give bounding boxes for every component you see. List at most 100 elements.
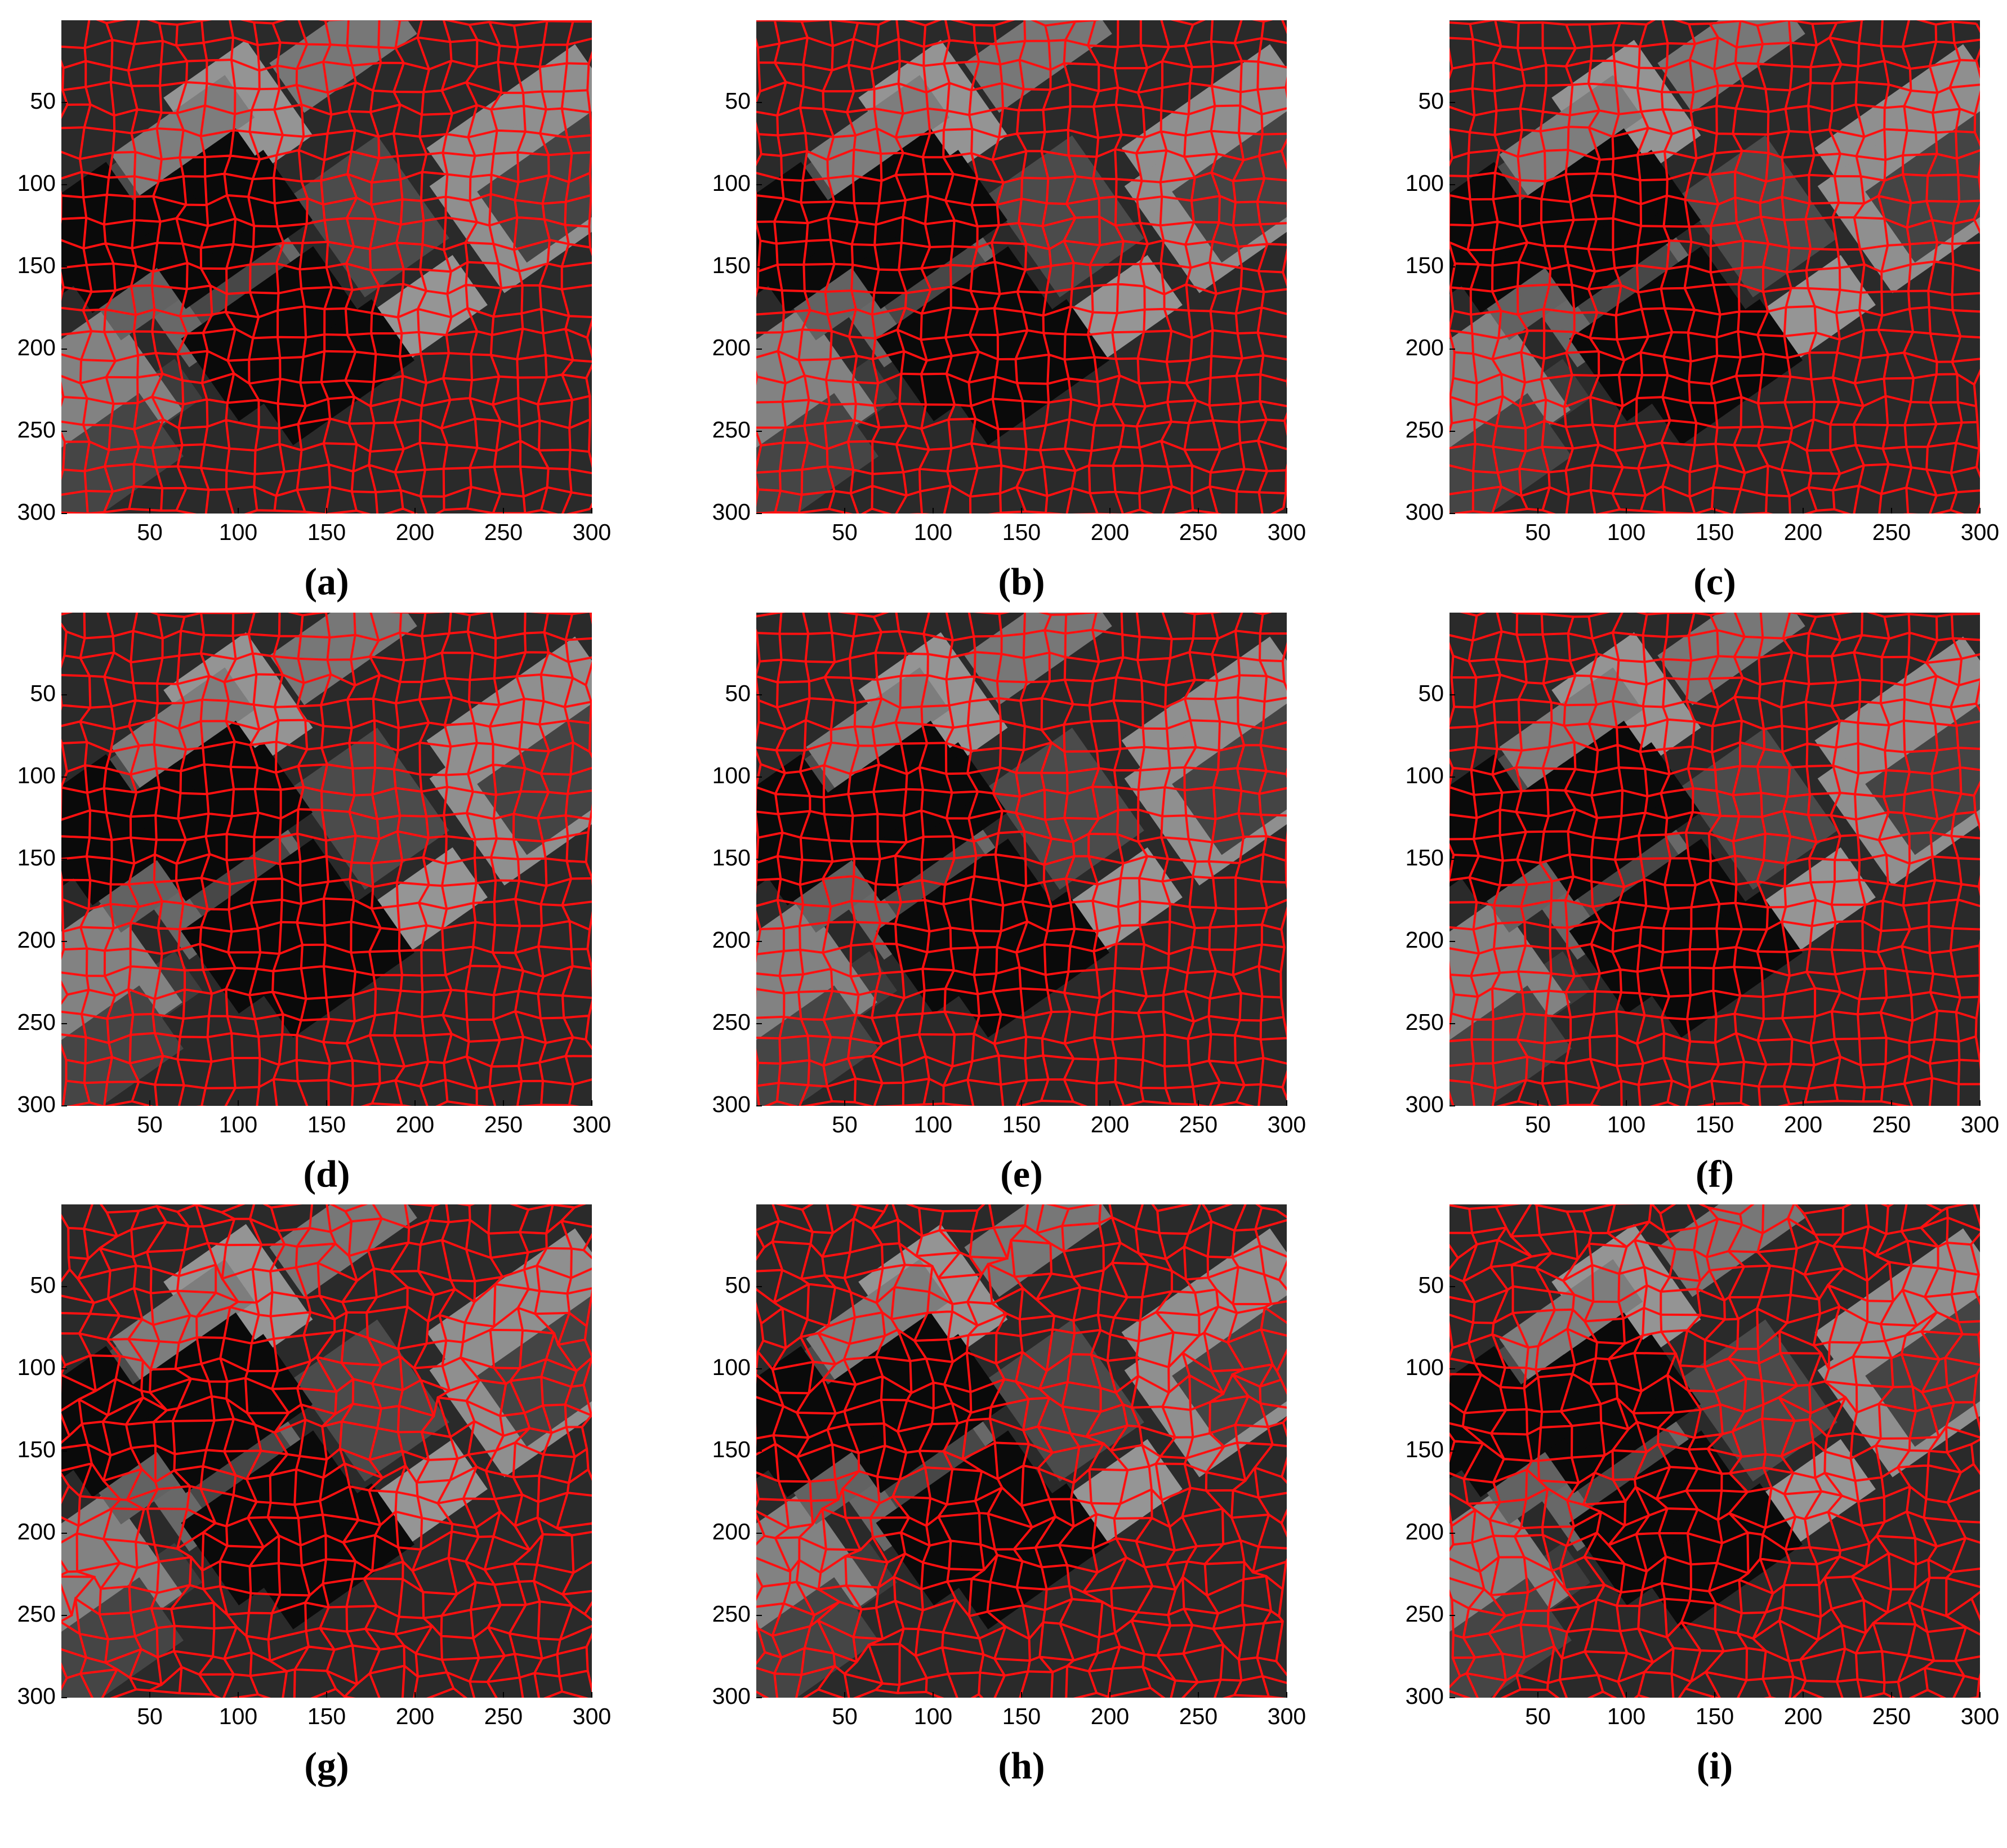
x-tick-label: 150	[1002, 519, 1041, 545]
panel-label: (i)	[1697, 1744, 1733, 1787]
y-tick-label: 50	[1418, 680, 1444, 706]
x-tick-label: 100	[914, 1112, 952, 1137]
x-tick-label: 200	[1784, 1703, 1822, 1729]
x-tick-label: 200	[396, 519, 434, 545]
y-tick-label: 200	[1406, 334, 1444, 360]
y-tick-label: 200	[17, 927, 56, 953]
y-tick-label: 100	[1406, 1354, 1444, 1380]
panel-label: (a)	[304, 560, 349, 603]
panel: 50 100 150 200 250 300 50 100 150 200 250 300 (a)	[17, 20, 611, 603]
x-tick-label: 50	[1525, 1112, 1551, 1137]
y-tick-label: 300	[17, 1091, 56, 1117]
x-tick-label: 200	[396, 1112, 434, 1137]
panel: 50 100 150 200 250 300 50 100 150 200 250 300 (b)	[712, 20, 1306, 603]
y-tick-label: 150	[17, 252, 56, 278]
x-tick-label: 200	[1091, 1703, 1129, 1729]
x-tick-label: 200	[1091, 519, 1129, 545]
panel-label: (d)	[303, 1153, 350, 1195]
y-tick-label: 150	[712, 252, 751, 278]
satellite-image	[756, 613, 1287, 1106]
panel: 50 100 150 200 250 300 50 100 150 200 250 300 (h)	[712, 1204, 1306, 1787]
x-tick-label: 200	[1091, 1112, 1129, 1137]
x-tick-label: 250	[1179, 1112, 1217, 1137]
y-tick-label: 50	[30, 680, 56, 706]
x-tick-label: 250	[1179, 1703, 1217, 1729]
y-tick-label: 50	[725, 88, 751, 114]
panel: 50 100 150 200 250 300 50 100 150 200 250 300 (g)	[17, 1204, 611, 1787]
satellite-image	[1450, 20, 1980, 514]
x-tick-label: 100	[219, 519, 257, 545]
x-tick-label: 150	[1696, 1703, 1734, 1729]
x-tick-label: 100	[914, 1703, 952, 1729]
y-tick-label: 200	[712, 334, 751, 360]
x-tick-label: 300	[1268, 519, 1306, 545]
x-tick-label: 250	[1872, 1703, 1911, 1729]
y-tick-label: 250	[17, 1601, 56, 1627]
y-tick-label: 150	[1406, 845, 1444, 871]
x-tick-label: 100	[219, 1112, 257, 1137]
x-tick-label: 300	[1961, 519, 1999, 545]
y-tick-label: 250	[712, 1009, 751, 1035]
y-tick-label: 250	[17, 417, 56, 443]
y-tick-label: 250	[1406, 1009, 1444, 1035]
y-tick-label: 100	[712, 1354, 751, 1380]
x-tick-label: 300	[1268, 1112, 1306, 1137]
x-tick-label: 250	[484, 1112, 523, 1137]
x-tick-label: 300	[1961, 1112, 1999, 1137]
y-tick-label: 200	[17, 334, 56, 360]
x-tick-label: 300	[573, 1112, 611, 1137]
x-tick-label: 150	[307, 1703, 346, 1729]
y-tick-label: 250	[1406, 417, 1444, 443]
y-tick-label: 100	[712, 170, 751, 196]
x-tick-label: 50	[1525, 519, 1551, 545]
y-tick-label: 300	[1406, 499, 1444, 525]
y-tick-label: 50	[725, 1272, 751, 1298]
x-tick-label: 150	[307, 1112, 346, 1137]
x-tick-label: 250	[1179, 519, 1217, 545]
y-tick-label: 300	[712, 499, 751, 525]
panel-label: (h)	[998, 1744, 1045, 1787]
x-tick-label: 250	[484, 519, 523, 545]
x-tick-label: 50	[137, 519, 163, 545]
y-tick-label: 50	[1418, 1272, 1444, 1298]
panel: 50 100 150 200 250 300 50 100 150 200 250 300 (c)	[1406, 20, 1999, 603]
panel-label: (g)	[304, 1744, 349, 1787]
x-tick-label: 50	[832, 1703, 858, 1729]
satellite-image	[61, 1204, 592, 1698]
x-tick-label: 150	[1696, 519, 1734, 545]
panel-label: (c)	[1693, 560, 1736, 603]
x-tick-label: 300	[1268, 1703, 1306, 1729]
satellite-image	[756, 1204, 1287, 1698]
y-tick-label: 100	[712, 762, 751, 788]
x-tick-label: 300	[573, 519, 611, 545]
y-tick-label: 200	[1406, 927, 1444, 953]
x-tick-label: 50	[832, 1112, 858, 1137]
y-tick-label: 100	[17, 762, 56, 788]
satellite-image	[756, 20, 1287, 514]
y-tick-label: 300	[712, 1683, 751, 1709]
x-tick-label: 150	[1002, 1703, 1041, 1729]
y-tick-label: 150	[17, 1436, 56, 1462]
y-tick-label: 150	[712, 845, 751, 871]
y-tick-label: 200	[712, 1519, 751, 1545]
x-tick-label: 50	[137, 1703, 163, 1729]
y-tick-label: 300	[1406, 1091, 1444, 1117]
panel: 50 100 150 200 250 300 50 100 150 200 250 300 (f)	[1406, 613, 1999, 1195]
x-tick-label: 150	[1696, 1112, 1734, 1137]
x-tick-label: 50	[832, 519, 858, 545]
x-tick-label: 250	[484, 1703, 523, 1729]
y-tick-label: 250	[17, 1009, 56, 1035]
y-tick-label: 150	[712, 1436, 751, 1462]
x-tick-label: 50	[1525, 1703, 1551, 1729]
x-tick-label: 50	[137, 1112, 163, 1137]
x-tick-label: 200	[396, 1703, 434, 1729]
panel-label: (f)	[1696, 1153, 1734, 1195]
y-tick-label: 200	[1406, 1519, 1444, 1545]
y-tick-label: 300	[712, 1091, 751, 1117]
satellite-image	[1450, 613, 1980, 1106]
y-tick-label: 100	[1406, 762, 1444, 788]
x-tick-label: 250	[1872, 519, 1911, 545]
x-tick-label: 200	[1784, 1112, 1822, 1137]
panel-label: (b)	[998, 560, 1045, 603]
